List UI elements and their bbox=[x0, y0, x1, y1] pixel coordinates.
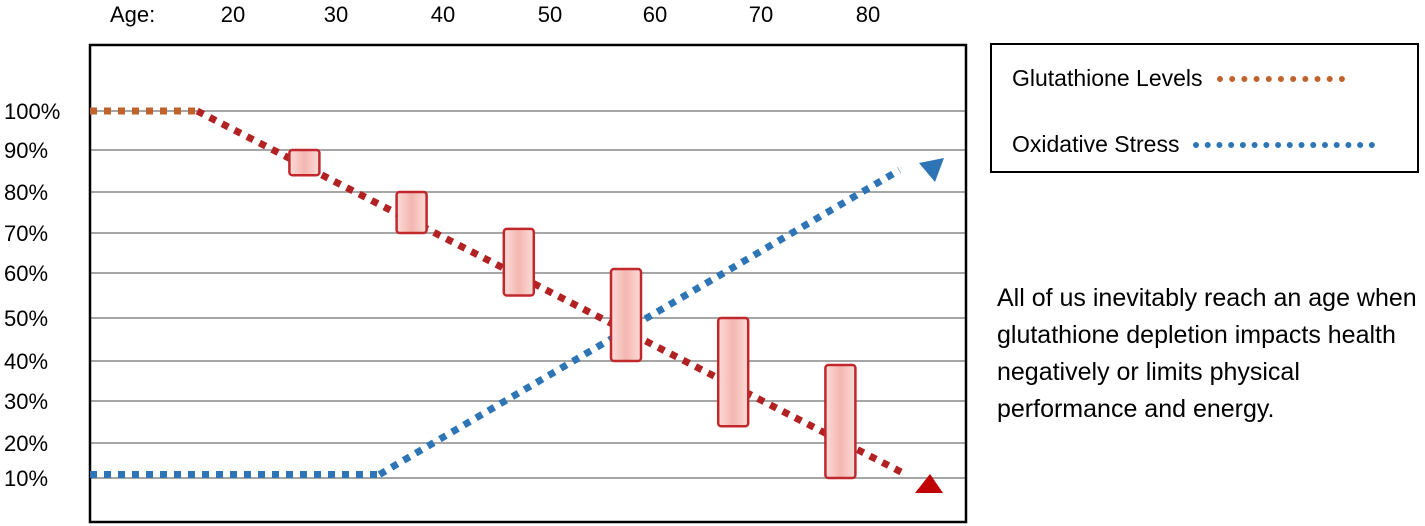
legend-label: Glutathione Levels bbox=[1012, 65, 1203, 91]
glutathione-arrowhead bbox=[915, 474, 943, 493]
x-tick-label: 80 bbox=[856, 2, 880, 27]
x-tick-label: 50 bbox=[538, 2, 562, 27]
legend: Glutathione Levels Oxidative Stress bbox=[990, 43, 1419, 173]
range-bar bbox=[502, 227, 536, 297]
y-tick-label: 30% bbox=[4, 389, 48, 414]
x-tick-labels: Age: 20 30 40 50 60 70 80 bbox=[110, 2, 880, 27]
oxidative-arrowhead bbox=[919, 158, 944, 182]
x-tick-label: 60 bbox=[643, 2, 667, 27]
legend-item-oxidative: Oxidative Stress bbox=[1012, 131, 1376, 158]
y-tick-label: 10% bbox=[4, 466, 48, 491]
age-label: Age: bbox=[110, 2, 155, 27]
legend-item-glutathione: Glutathione Levels bbox=[1012, 65, 1345, 92]
oxidative-line bbox=[377, 167, 902, 478]
plot-frame bbox=[88, 43, 968, 524]
note-text: All of us inevitably reach an age when g… bbox=[997, 284, 1417, 423]
x-tick-label: 70 bbox=[749, 2, 773, 27]
x-tick-label: 40 bbox=[431, 2, 455, 27]
x-tick-label: 20 bbox=[221, 2, 245, 27]
series-lines bbox=[90, 107, 905, 478]
y-tick-label: 60% bbox=[4, 261, 48, 286]
legend-swatch-glutathione bbox=[1216, 75, 1345, 82]
y-tick-label: 20% bbox=[4, 431, 48, 456]
range-bar bbox=[609, 267, 643, 363]
range-bar bbox=[824, 363, 857, 480]
legend-swatch-oxidative bbox=[1193, 141, 1376, 148]
range-bar bbox=[716, 316, 750, 428]
y-tick-label: 70% bbox=[4, 221, 48, 246]
y-tick-label: 50% bbox=[4, 306, 48, 331]
y-tick-label: 40% bbox=[4, 349, 48, 374]
y-tick-label: 90% bbox=[4, 138, 48, 163]
y-tick-labels: 100% 90% 80% 70% 60% 50% 40% 30% 20% 10% bbox=[4, 99, 60, 491]
arrowheads bbox=[915, 158, 944, 493]
legend-label: Oxidative Stress bbox=[1012, 131, 1180, 157]
y-tick-label: 80% bbox=[4, 180, 48, 205]
x-tick-label: 30 bbox=[324, 2, 348, 27]
y-tick-label: 100% bbox=[4, 99, 60, 124]
range-bar bbox=[395, 190, 428, 235]
range-bars bbox=[288, 148, 857, 480]
range-bar bbox=[288, 148, 321, 177]
